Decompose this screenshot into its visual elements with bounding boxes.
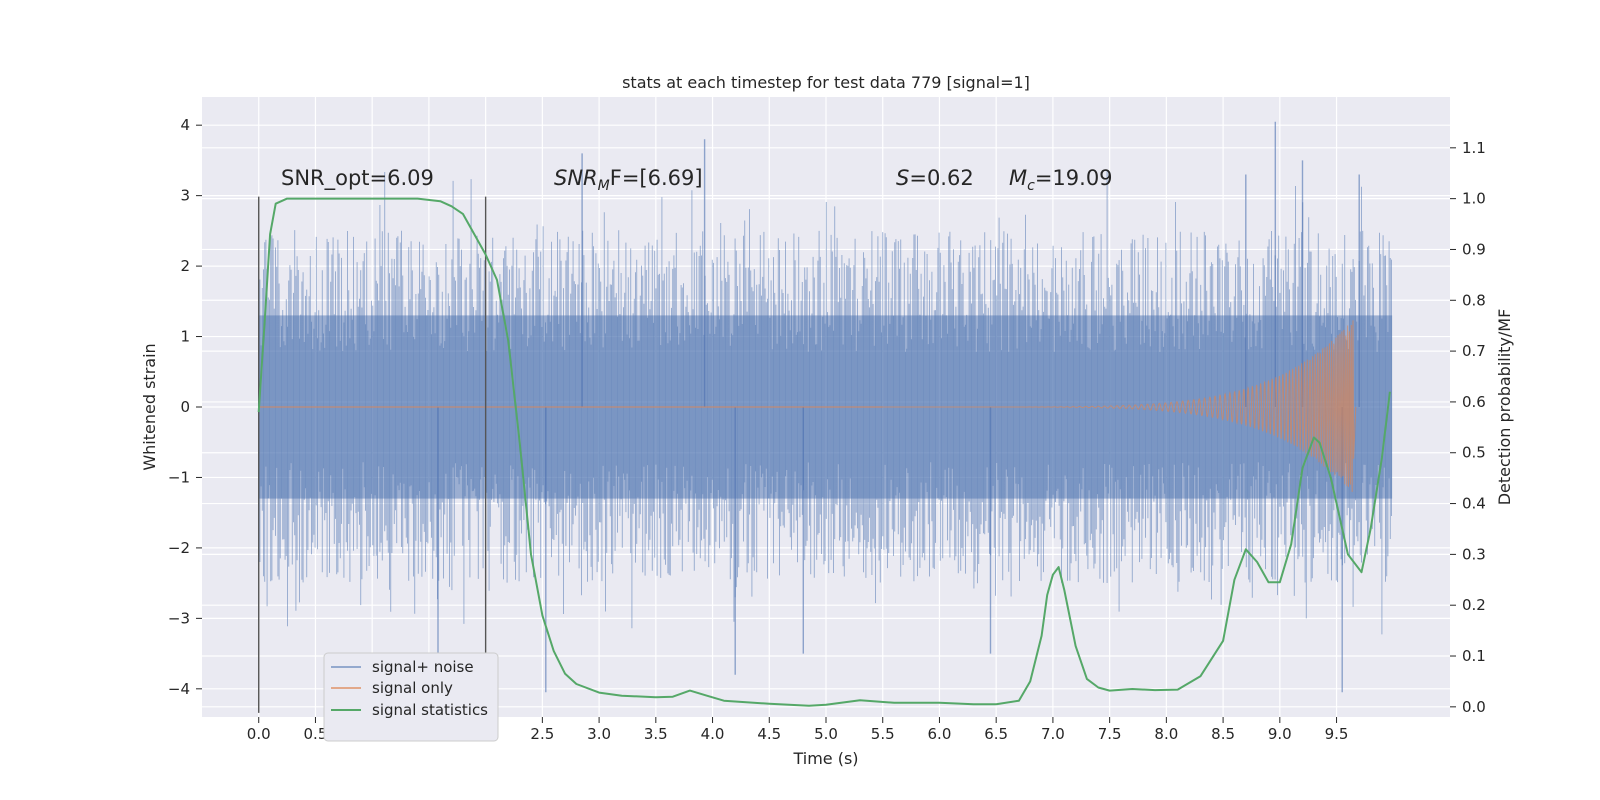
y2-tick-label-9: 0.2 — [1462, 596, 1486, 614]
x-tick-label-11: 5.5 — [871, 725, 895, 743]
legend-label-noise: signal+ noise — [372, 658, 474, 676]
x-tick-label-7: 3.5 — [644, 725, 668, 743]
y-tick-label-7: −3 — [168, 609, 190, 627]
x-tick-label-0: 0.0 — [247, 725, 271, 743]
x-tick-label-13: 6.5 — [984, 725, 1008, 743]
y2-tick-label-5: 0.6 — [1462, 393, 1486, 411]
x-tick-label-16: 8.0 — [1154, 725, 1178, 743]
y2-tick-label-4: 0.7 — [1462, 342, 1486, 360]
snr-opt-annotation: SNR_opt=6.09 — [281, 166, 434, 191]
y-axis-right-title: Detection probability/MF — [1495, 309, 1514, 506]
y2-tick-label-6: 0.5 — [1462, 444, 1486, 462]
y-tick-label-4: 0 — [180, 398, 190, 416]
snr-mf-annotation: SNRMF=[6.69] — [554, 166, 703, 194]
x-tick-label-12: 6.0 — [928, 725, 952, 743]
x-tick-label-8: 4.0 — [701, 725, 725, 743]
vertical-markers — [258, 196, 487, 713]
x-tick-label-15: 7.5 — [1098, 725, 1122, 743]
y2-tick-label-7: 0.4 — [1462, 495, 1486, 513]
x-tick-label-1: 0.5 — [304, 725, 328, 743]
y-tick-label-6: −2 — [168, 539, 190, 557]
y2-tick-label-1: 1.0 — [1462, 190, 1486, 208]
x-tick-label-14: 7.0 — [1041, 725, 1065, 743]
y2-tick-label-8: 0.3 — [1462, 545, 1486, 563]
x-axis-title: Time (s) — [792, 749, 858, 768]
x-tick-label-19: 9.5 — [1325, 725, 1349, 743]
y-tick-label-1: 3 — [180, 187, 190, 205]
x-tick-label-10: 5.0 — [814, 725, 838, 743]
y2-tick-label-2: 0.9 — [1462, 240, 1486, 258]
y-axis-right: 1.1 1.0 0.9 0.8 0.7 0.6 0.5 0.4 0.3 0.2 0.1 0.0 — [1450, 139, 1486, 716]
legend-label-stats: signal statistics — [372, 701, 488, 719]
x-tick-label-18: 9.0 — [1268, 725, 1292, 743]
stats-line — [257, 197, 1391, 707]
legend: signal+ noise signal only signal statist… — [323, 652, 499, 742]
x-tick-label-5: 2.5 — [530, 725, 554, 743]
noise-peaks — [437, 121, 1360, 693]
x-tick-label-6: 3.0 — [587, 725, 611, 743]
y-tick-label-8: −4 — [168, 680, 190, 698]
chart-title: stats at each timestep for test data 779… — [622, 73, 1030, 92]
y-tick-label-2: 2 — [180, 257, 190, 275]
signal-chirp — [882, 320, 1357, 492]
y-tick-label-3: 1 — [180, 328, 190, 346]
signal-statistics-series — [257, 197, 1391, 707]
mc-annotation: Mc=19.09 — [1009, 166, 1113, 194]
y-tick-label-5: −1 — [168, 468, 190, 486]
y-axis-title: Whitened strain — [140, 343, 159, 470]
x-tick-label-17: 8.5 — [1211, 725, 1235, 743]
y2-tick-label-0: 1.1 — [1462, 139, 1486, 157]
legend-label-signal: signal only — [372, 679, 453, 697]
y2-tick-label-3: 0.8 — [1462, 291, 1486, 309]
y-tick-label-0: 4 — [180, 116, 190, 134]
y2-tick-label-11: 0.0 — [1462, 698, 1486, 716]
y-axis-left: 4 3 2 1 0 −1 −2 −3 −4 — [168, 116, 202, 698]
x-tick-label-9: 4.5 — [757, 725, 781, 743]
y2-tick-label-10: 0.1 — [1462, 647, 1486, 665]
s-annotation: S=0.62 — [896, 166, 974, 190]
legend-box — [323, 652, 499, 742]
signal-only-series — [258, 320, 1357, 492]
